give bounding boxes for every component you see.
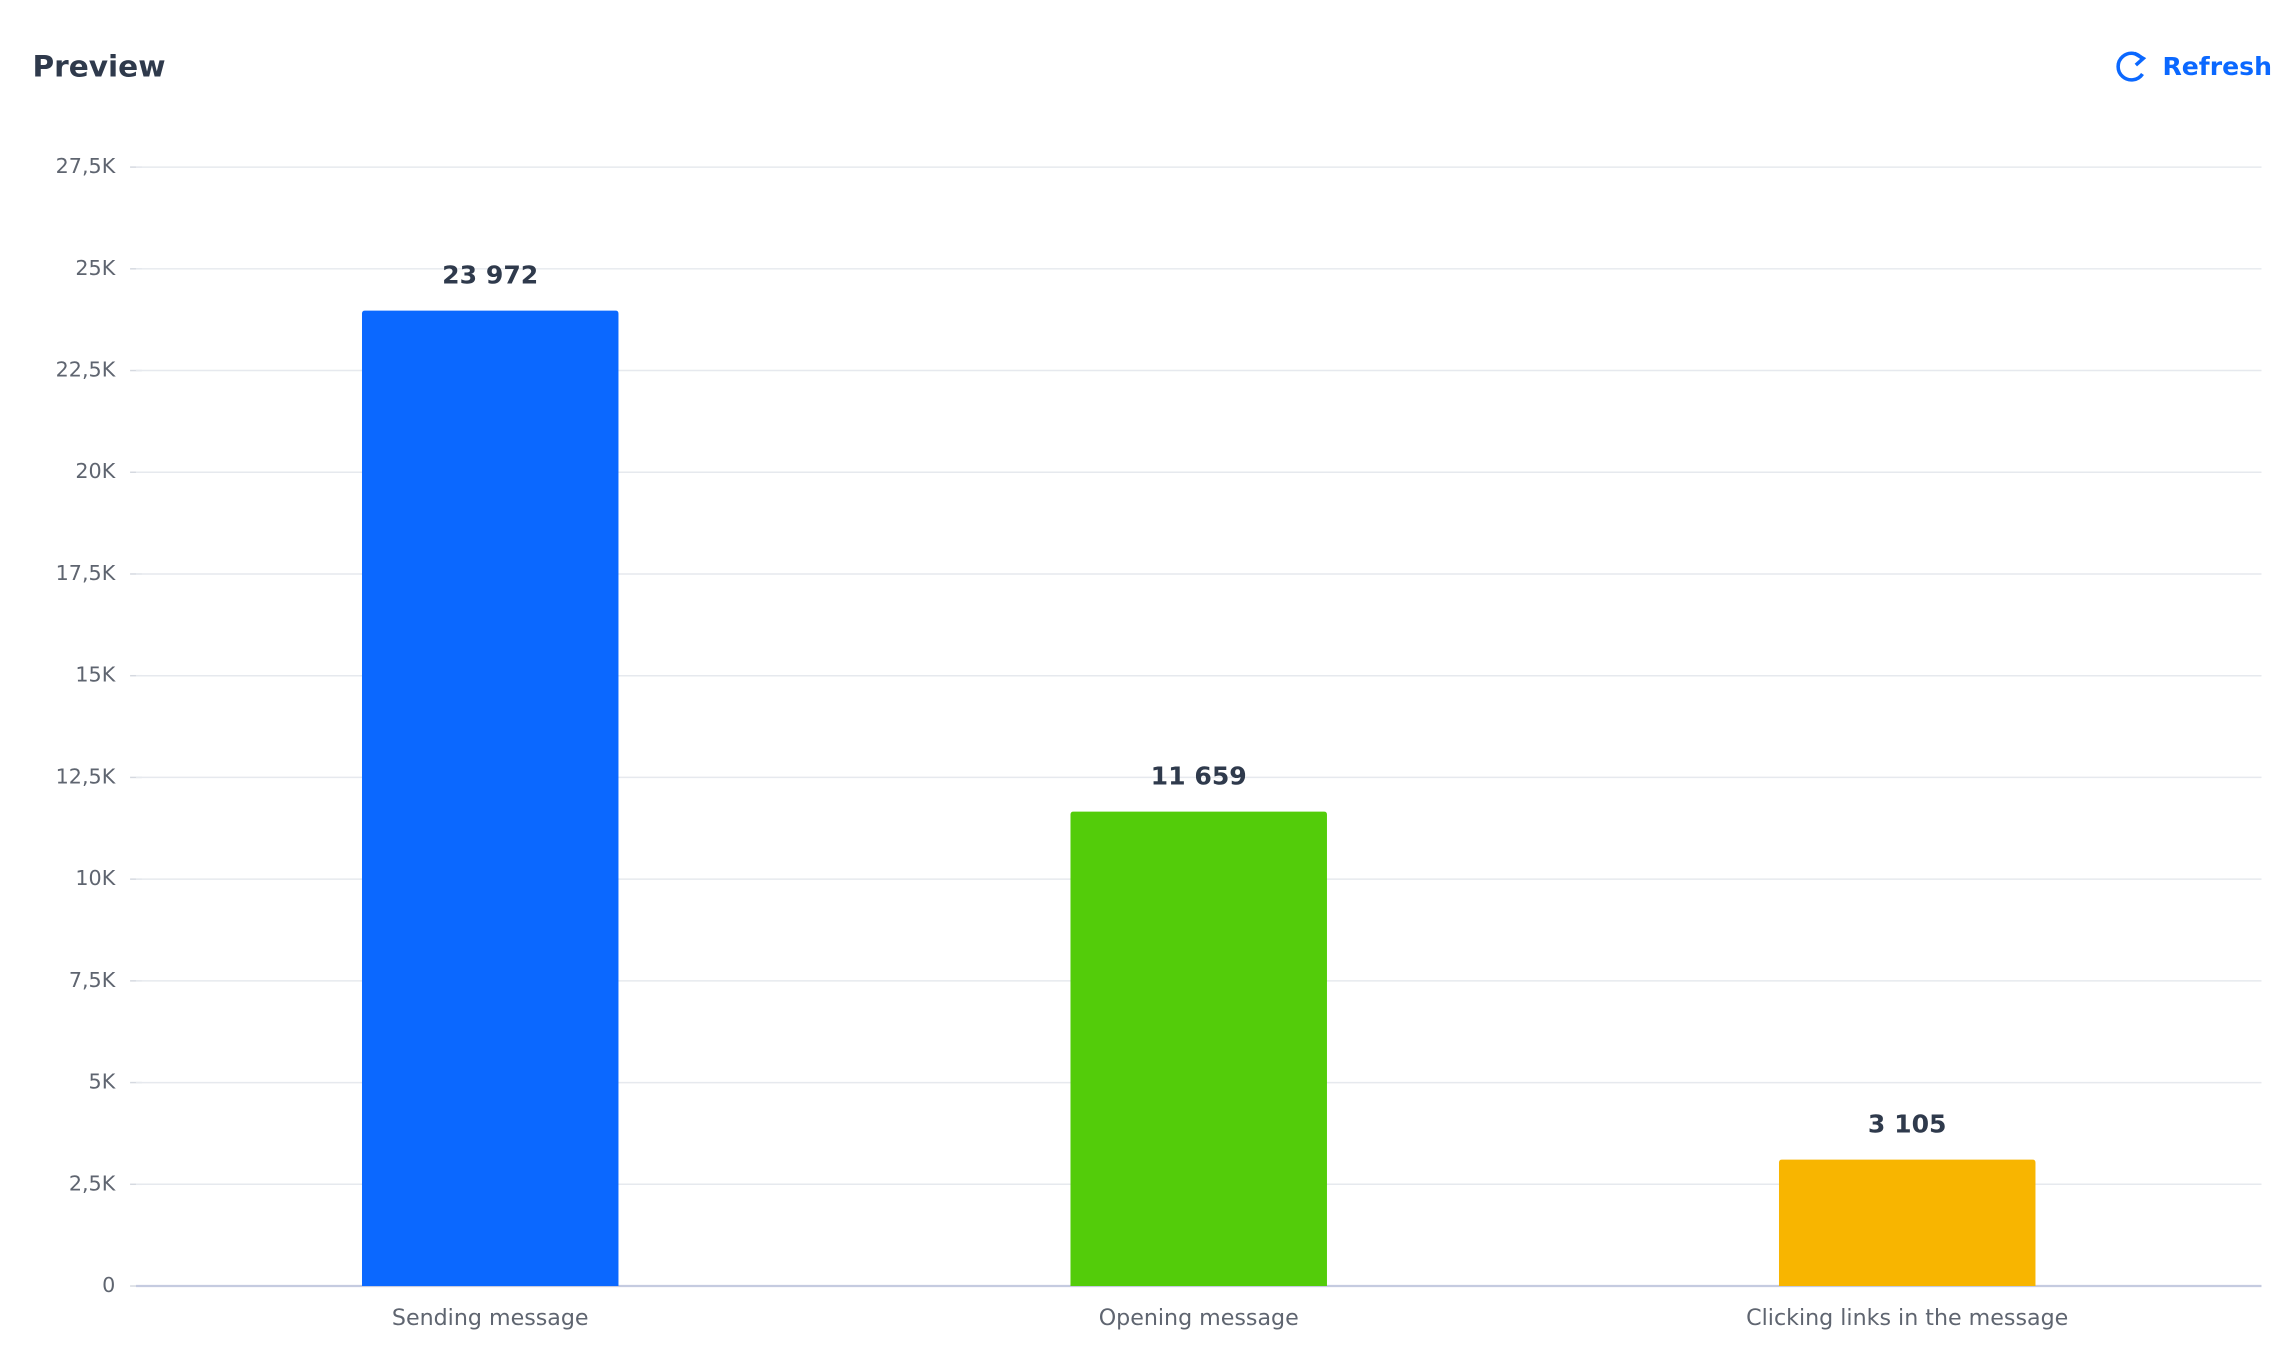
y-tick-label: 12,5K <box>56 764 116 788</box>
y-tick-label: 25K <box>75 256 115 280</box>
value-label: 3 105 <box>1868 1110 1947 1139</box>
y-tick-label: 10K <box>75 866 115 890</box>
bar <box>1070 811 1327 1287</box>
refresh-label[interactable]: Refresh <box>2162 52 2272 81</box>
y-tick-label: 5K <box>89 1070 116 1094</box>
y-tick-label: 22,5K <box>56 358 116 382</box>
x-tick-label: Opening message <box>1099 1305 1299 1331</box>
x-tick-label: Clicking links in the message <box>1746 1305 2068 1331</box>
refresh-icon-arrow <box>2133 51 2147 67</box>
panel-title: Preview <box>33 50 166 84</box>
refresh-button[interactable]: Refresh <box>2116 51 2272 82</box>
x-tick-label: Sending message <box>392 1305 589 1331</box>
y-tick-label: 7,5K <box>69 968 116 992</box>
y-tick-label: 17,5K <box>56 561 116 585</box>
y-tick-label: 27,5K <box>56 154 116 178</box>
bar <box>361 310 619 1287</box>
value-label: 23 972 <box>442 261 538 290</box>
bar <box>1778 1159 2036 1287</box>
y-tick-label: 2,5K <box>69 1171 116 1195</box>
value-label: 11 659 <box>1151 762 1247 791</box>
y-tick-label: 0 <box>102 1273 115 1297</box>
y-tick-label: 20K <box>75 459 115 483</box>
y-tick-label: 15K <box>75 663 115 687</box>
